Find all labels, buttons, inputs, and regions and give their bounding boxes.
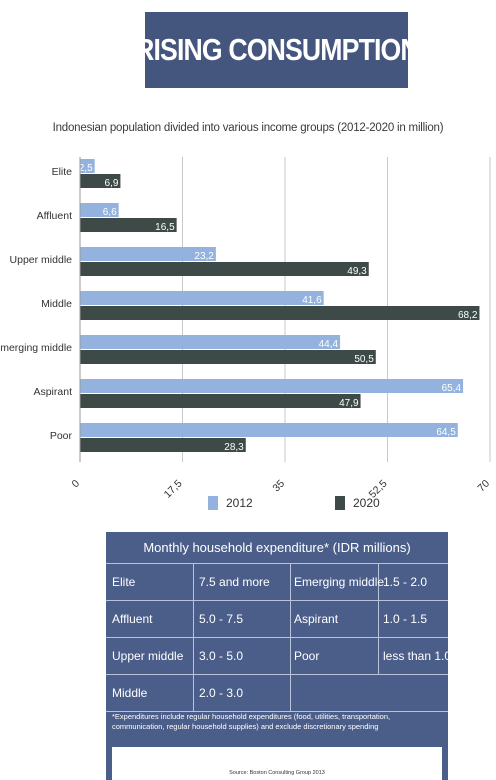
data-label: 23,2 [194, 251, 214, 262]
table-cell: Elite [112, 575, 136, 589]
bar-2012 [80, 291, 324, 305]
title-banner: RISING CONSUMPTION [135, 12, 419, 88]
legend-item-2012: 2012 [208, 496, 253, 510]
table-divider [106, 637, 448, 638]
bar-2012 [80, 423, 458, 437]
chart-title: Indonesian population divided into vario… [52, 122, 444, 134]
table-cell: 1.5 - 2.0 [383, 575, 428, 589]
category-label: Aspirant [33, 386, 72, 398]
legend-swatch-2020 [335, 496, 345, 510]
bar-2020 [80, 394, 361, 408]
table-cell: Middle [112, 686, 148, 700]
category-label: Affluent [37, 210, 72, 222]
table-cell: 3.0 - 5.0 [199, 649, 244, 663]
data-label: 68,2 [458, 310, 478, 321]
bar-2020 [80, 350, 376, 364]
table-cell: 5.0 - 7.5 [199, 612, 244, 626]
x-tick-label: 35 [270, 478, 287, 495]
bar-2020 [80, 262, 369, 276]
table-cell: Upper middle [112, 649, 184, 663]
table-title: Monthly household expenditure* (IDR mill… [143, 540, 411, 555]
data-label: 28,3 [224, 442, 244, 453]
category-label: Emerging middle [0, 342, 72, 354]
table-cell: Poor [294, 649, 320, 663]
bar-2020 [80, 218, 177, 232]
data-label: 49,3 [347, 266, 367, 277]
table-footnote: *Expenditures include regular household … [112, 712, 391, 731]
expenditure-table: Monthly household expenditure* (IDR mill… [106, 532, 452, 780]
bar-2020 [80, 438, 246, 452]
x-tick-label: 17,5 [162, 478, 185, 500]
table-divider [378, 563, 379, 674]
category-label: Elite [52, 166, 73, 178]
source-box: Source: Boston Consulting Group 2013 [112, 747, 442, 780]
x-tick-label: 70 [475, 478, 492, 495]
bar-chart: Elite 2,5 6,9 Affluent 6,6 16,5 Upper middle 23… [0, 157, 492, 500]
table-divider [290, 563, 291, 711]
data-label: 16,5 [155, 222, 175, 233]
category-label: Poor [50, 430, 73, 442]
data-label: 44,4 [319, 339, 339, 350]
data-label: 2,5 [79, 163, 93, 174]
page-title: RISING CONSUMPTION [134, 32, 420, 67]
table-cell: 2.0 - 3.0 [199, 686, 244, 700]
table-cell: Emerging middle [294, 575, 385, 589]
table-divider [193, 563, 194, 711]
source-note: Source: Boston Consulting Group 2013 [229, 770, 325, 776]
data-label: 65,4 [442, 383, 462, 394]
table-cell: less than 1.0 [383, 649, 452, 663]
table-cell: Affluent [112, 612, 153, 626]
table-cell: 1.0 - 1.5 [383, 612, 428, 626]
category-label: Middle [41, 298, 72, 310]
data-label: 6,9 [105, 178, 119, 189]
bar-2012 [80, 203, 119, 217]
table-divider [106, 674, 448, 675]
table-cell: Aspirant [294, 612, 339, 626]
data-label: 47,9 [339, 398, 359, 409]
table-cell: 7.5 and more [199, 575, 270, 589]
category-label: Upper middle [10, 254, 73, 266]
bar-2012 [80, 379, 464, 393]
legend-swatch-2012 [208, 496, 218, 510]
data-label: 6,6 [103, 207, 117, 218]
legend-item-2020: 2020 [335, 496, 380, 510]
table-divider [106, 711, 448, 712]
data-label: 64,5 [436, 427, 456, 438]
data-label: 41,6 [302, 295, 322, 306]
bar-2020 [80, 306, 480, 320]
legend-label-2012: 2012 [226, 496, 253, 510]
bar-2012 [80, 159, 95, 173]
bar-2012 [80, 335, 341, 349]
table-divider [106, 600, 448, 601]
legend-label-2020: 2020 [353, 496, 380, 510]
x-tick-label: 0 [70, 478, 83, 491]
data-label: 50,5 [354, 354, 374, 365]
bar-2012 [80, 247, 216, 261]
table-divider [106, 563, 448, 564]
bar-2020 [80, 174, 121, 188]
